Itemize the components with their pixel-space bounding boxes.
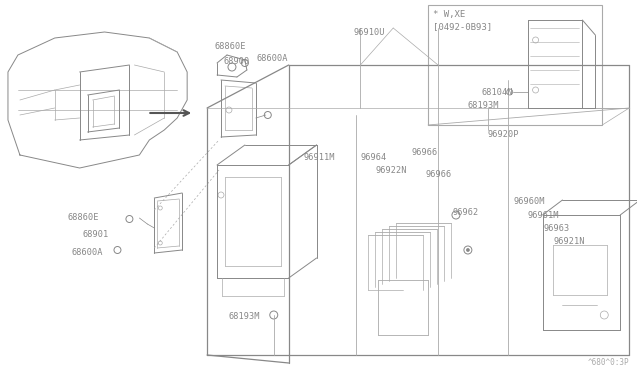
Text: 68860E: 68860E: [214, 42, 246, 51]
Text: 68860E: 68860E: [68, 213, 99, 222]
Text: 68600A: 68600A: [72, 248, 103, 257]
Text: * W,XE: * W,XE: [433, 10, 465, 19]
Text: 96910U: 96910U: [353, 28, 385, 37]
Text: 96911M: 96911M: [303, 153, 335, 162]
Text: [0492-0B93]: [0492-0B93]: [433, 22, 492, 31]
Text: 96963: 96963: [543, 224, 570, 233]
Text: 68600A: 68600A: [257, 54, 289, 63]
Text: 68901: 68901: [83, 230, 109, 239]
Text: 96966: 96966: [411, 148, 437, 157]
Text: 96966: 96966: [425, 170, 451, 179]
Text: 68104N: 68104N: [482, 88, 513, 97]
Text: 96961M: 96961M: [527, 211, 559, 220]
Text: 96960M: 96960M: [514, 197, 545, 206]
Text: 96922N: 96922N: [375, 166, 407, 175]
Bar: [428, 5, 602, 125]
Circle shape: [467, 248, 469, 251]
Text: 68193M: 68193M: [229, 312, 260, 321]
Text: ^680^0:3P: ^680^0:3P: [588, 358, 629, 367]
Text: 68193M: 68193M: [468, 101, 499, 110]
Text: 96964: 96964: [360, 153, 387, 162]
Text: 96920P: 96920P: [488, 130, 519, 139]
Text: 96962: 96962: [453, 208, 479, 217]
Text: 96921N: 96921N: [554, 237, 585, 246]
Text: 68900: 68900: [224, 57, 250, 66]
